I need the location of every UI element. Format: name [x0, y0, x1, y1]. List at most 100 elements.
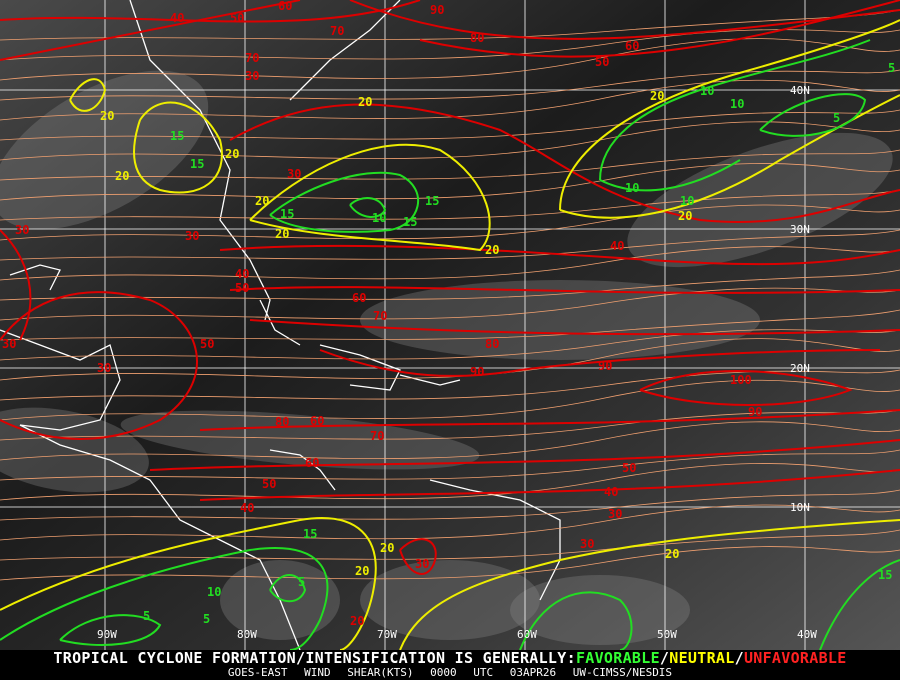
favorability-legend: TROPICAL CYCLONE FORMATION/INTENSIFICATI… — [0, 650, 900, 666]
shear-contour — [133, 101, 223, 194]
legend-neutral: NEUTRAL — [669, 649, 735, 667]
shear-contour — [639, 370, 853, 406]
contour-label: 20 — [225, 147, 239, 161]
shear-contour — [399, 538, 437, 575]
streamline — [0, 309, 900, 341]
streamline — [0, 149, 900, 181]
streamlines — [0, 9, 900, 581]
contour-label: 70 — [245, 51, 259, 65]
contour-label: 30 — [415, 557, 429, 571]
streamline — [0, 163, 900, 201]
shear-contour — [219, 244, 900, 266]
contour-label: 60 — [625, 39, 639, 53]
streamline — [0, 189, 900, 221]
latitude-label: 40N — [790, 84, 810, 97]
contour-label: 10 — [372, 211, 386, 225]
shear-contours — [0, 0, 900, 650]
contour-label: 20 — [678, 209, 692, 223]
streamline — [0, 109, 900, 141]
contour-label: 20 — [100, 109, 114, 123]
contour-label: 60 — [305, 456, 319, 470]
shear-contour — [399, 519, 900, 650]
streamline — [0, 369, 900, 401]
contour-label: 20 — [115, 169, 129, 183]
longitude-label: 60W — [517, 628, 537, 641]
contour-label: 10 — [625, 181, 639, 195]
legend-unfavorable: UNFAVORABLE — [743, 649, 847, 667]
streamline — [0, 489, 900, 521]
legend-separator: / — [734, 649, 744, 667]
shear-contour — [269, 574, 307, 603]
legend-prefix: TROPICAL CYCLONE FORMATION/INTENSIFICATI… — [53, 649, 576, 667]
shear-contour — [0, 0, 421, 23]
cloud-area — [360, 560, 540, 640]
contour-label: 30 — [245, 69, 259, 83]
contour-label: 20 — [355, 564, 369, 578]
shear-contour — [59, 614, 162, 646]
contour-label: 20 — [350, 614, 364, 628]
shear-contour — [0, 0, 301, 61]
streamline — [0, 421, 900, 461]
latitude-label: 30N — [790, 223, 810, 236]
cloud-area — [510, 575, 690, 645]
coastline — [269, 449, 336, 491]
contour-label: 20 — [650, 89, 664, 103]
streamline — [0, 69, 900, 101]
shear-contour — [819, 559, 900, 650]
contour-label: 90 — [470, 365, 484, 379]
lat-lon-grid — [0, 0, 900, 650]
shear-contour — [0, 291, 198, 440]
contour-label: 30 — [15, 223, 29, 237]
product-name: GOES-EAST WIND SHEAR(KTS) — [227, 666, 414, 679]
contour-label: 60 — [352, 291, 366, 305]
contour-label: 15 — [190, 157, 204, 171]
contour-label: 5 — [833, 111, 840, 125]
contour-label: 15 — [403, 215, 417, 229]
contour-label: 40 — [604, 485, 618, 499]
contour-label: 20 — [485, 243, 499, 257]
contour-label: 50 — [622, 461, 636, 475]
shear-contour — [419, 0, 900, 58]
contour-label: 5 — [298, 575, 305, 589]
contour-label: 30 — [185, 229, 199, 243]
streamline — [0, 229, 900, 261]
contour-label: 10 — [730, 97, 744, 111]
contour-label: 30 — [580, 537, 594, 551]
streamline — [0, 246, 900, 281]
shear-contour — [319, 349, 881, 377]
streamline — [0, 529, 900, 561]
contour-label: 90 — [748, 405, 762, 419]
streamline — [0, 121, 900, 161]
longitude-label: 50W — [657, 628, 677, 641]
legend-favorable: FAVORABLE — [575, 649, 660, 667]
shear-contour — [69, 78, 107, 112]
grid-labels: 90W 80W 70W 60W 50W 40W 40N 30N 20N 10N — [97, 84, 817, 641]
contour-label: 70 — [330, 24, 344, 38]
shear-contour — [349, 0, 900, 40]
contour-label: 50 — [595, 55, 609, 69]
coastline — [19, 424, 301, 650]
contour-label: 15 — [878, 568, 892, 582]
coastlines — [0, 0, 561, 650]
cloud-area — [0, 70, 209, 230]
legend-separator: / — [659, 649, 670, 667]
contour-label: 10 — [700, 84, 714, 98]
shear-contour — [349, 197, 387, 218]
coastline — [429, 479, 561, 601]
coastline — [319, 344, 401, 391]
shear-contour — [519, 591, 633, 650]
streamline — [0, 504, 900, 541]
contour-label: 40 — [235, 267, 249, 281]
product-source: UW-CIMSS/NESDIS — [572, 666, 673, 679]
contour-label: 50 — [200, 337, 214, 351]
cloud-area — [0, 407, 149, 493]
latitude-label: 10N — [790, 501, 810, 514]
contour-label: 10 — [207, 585, 221, 599]
streamline — [0, 287, 900, 321]
shear-contour — [229, 286, 900, 294]
contour-label: 100 — [730, 373, 752, 387]
contour-label: 50 — [230, 11, 244, 25]
shear-contour — [249, 143, 491, 252]
